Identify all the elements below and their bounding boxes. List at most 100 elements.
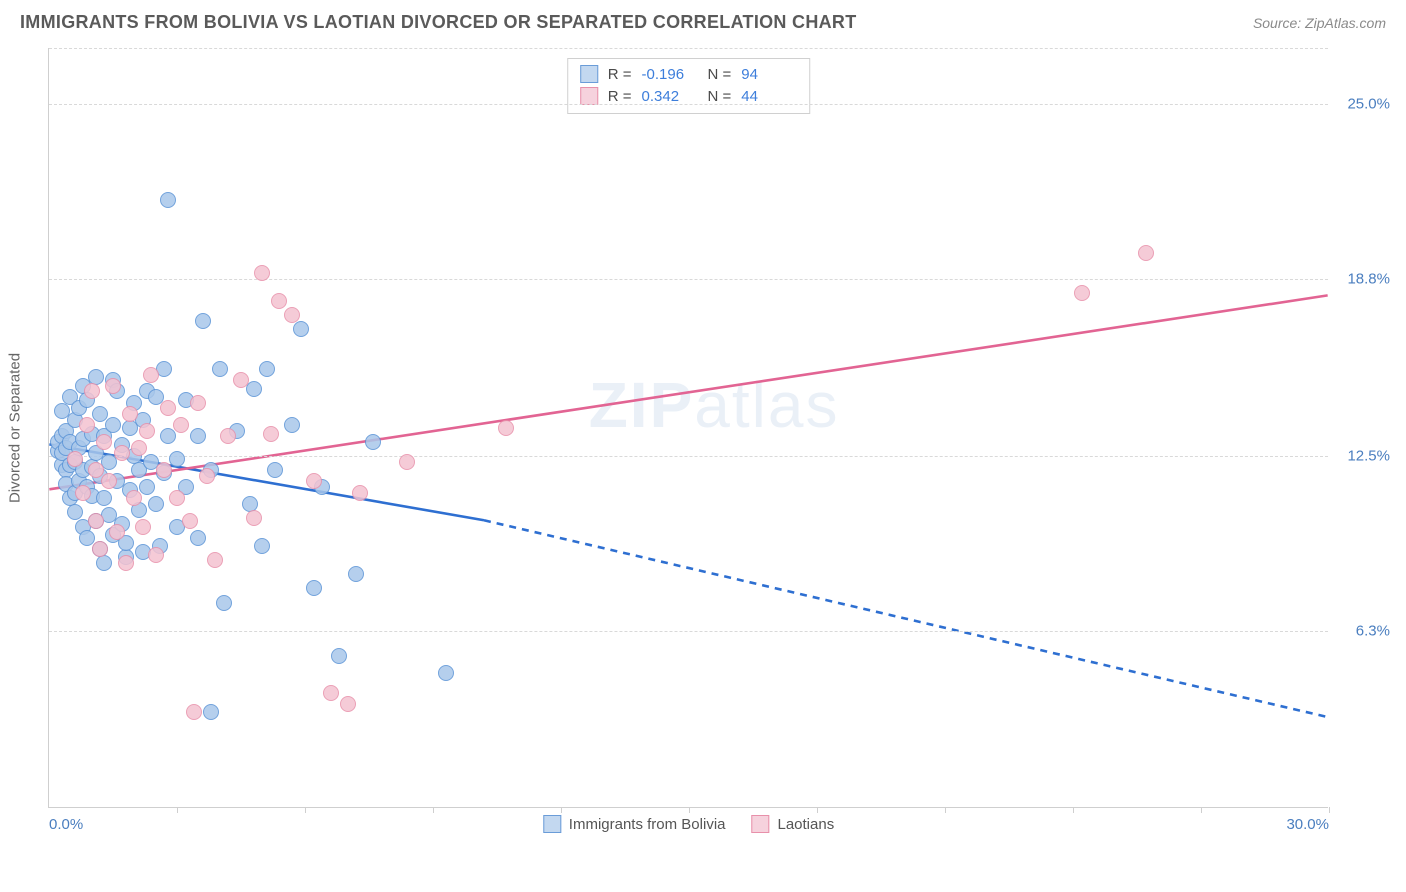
x-tick-label: 0.0%	[49, 816, 83, 833]
scatter-point-laotians	[143, 367, 159, 383]
r-value-laotians: 0.342	[642, 88, 698, 105]
n-label: N =	[708, 88, 732, 105]
trend-line	[484, 520, 1328, 717]
scatter-point-laotians	[122, 406, 138, 422]
scatter-point-laotians	[96, 434, 112, 450]
scatter-point-laotians	[340, 696, 356, 712]
x-tick	[1329, 807, 1330, 813]
scatter-point-bolivia	[96, 555, 112, 571]
swatch-bolivia	[580, 65, 598, 83]
scatter-point-bolivia	[105, 417, 121, 433]
scatter-point-laotians	[233, 372, 249, 388]
swatch-bolivia	[543, 815, 561, 833]
scatter-point-bolivia	[160, 192, 176, 208]
x-tick	[945, 807, 946, 813]
scatter-point-laotians	[118, 555, 134, 571]
scatter-point-bolivia	[438, 665, 454, 681]
scatter-point-bolivia	[160, 428, 176, 444]
scatter-point-bolivia	[348, 566, 364, 582]
legend-item-laotians: Laotians	[751, 815, 834, 833]
plot-area: ZIPatlas R = -0.196 N = 94 R = 0.342 N =…	[48, 48, 1328, 808]
scatter-point-bolivia	[169, 451, 185, 467]
scatter-point-laotians	[284, 307, 300, 323]
gridline	[49, 104, 1328, 105]
scatter-point-bolivia	[190, 428, 206, 444]
chart-header: IMMIGRANTS FROM BOLIVIA VS LAOTIAN DIVOR…	[0, 0, 1406, 41]
x-tick	[1073, 807, 1074, 813]
scatter-point-bolivia	[96, 490, 112, 506]
scatter-point-bolivia	[254, 538, 270, 554]
scatter-point-laotians	[148, 547, 164, 563]
n-value-laotians: 44	[741, 88, 797, 105]
gridline	[49, 279, 1328, 280]
legend-item-bolivia: Immigrants from Bolivia	[543, 815, 726, 833]
legend-label-bolivia: Immigrants from Bolivia	[569, 816, 726, 833]
scatter-point-laotians	[399, 454, 415, 470]
scatter-point-laotians	[323, 685, 339, 701]
x-tick	[305, 807, 306, 813]
legend-label-laotians: Laotians	[777, 816, 834, 833]
scatter-point-laotians	[199, 468, 215, 484]
r-label: R =	[608, 66, 632, 83]
scatter-point-laotians	[182, 513, 198, 529]
scatter-point-laotians	[139, 423, 155, 439]
y-tick-label: 25.0%	[1347, 96, 1390, 113]
scatter-point-laotians	[306, 473, 322, 489]
gridline	[49, 456, 1328, 457]
scatter-point-laotians	[169, 490, 185, 506]
r-label: R =	[608, 88, 632, 105]
scatter-point-bolivia	[267, 462, 283, 478]
scatter-point-bolivia	[284, 417, 300, 433]
scatter-point-bolivia	[331, 648, 347, 664]
n-label: N =	[708, 66, 732, 83]
gridline	[49, 631, 1328, 632]
scatter-point-laotians	[126, 490, 142, 506]
scatter-point-laotians	[105, 378, 121, 394]
y-tick-label: 12.5%	[1347, 448, 1390, 465]
scatter-point-bolivia	[365, 434, 381, 450]
swatch-laotians	[580, 87, 598, 105]
scatter-point-laotians	[160, 400, 176, 416]
scatter-point-bolivia	[203, 704, 219, 720]
series-legend: Immigrants from Bolivia Laotians	[543, 815, 834, 833]
scatter-point-bolivia	[259, 361, 275, 377]
n-value-bolivia: 94	[741, 66, 797, 83]
r-value-bolivia: -0.196	[642, 66, 698, 83]
scatter-point-laotians	[88, 513, 104, 529]
scatter-point-laotians	[207, 552, 223, 568]
scatter-point-laotians	[135, 519, 151, 535]
x-tick	[1201, 807, 1202, 813]
scatter-point-laotians	[156, 462, 172, 478]
scatter-point-bolivia	[190, 530, 206, 546]
scatter-point-bolivia	[148, 496, 164, 512]
x-tick	[561, 807, 562, 813]
scatter-point-laotians	[263, 426, 279, 442]
correlation-legend: R = -0.196 N = 94 R = 0.342 N = 44	[567, 58, 811, 114]
scatter-point-laotians	[67, 451, 83, 467]
correlation-row-bolivia: R = -0.196 N = 94	[580, 63, 798, 85]
scatter-point-laotians	[131, 440, 147, 456]
scatter-point-laotians	[84, 383, 100, 399]
x-tick	[817, 807, 818, 813]
scatter-point-laotians	[114, 445, 130, 461]
x-tick-label: 30.0%	[1286, 816, 1329, 833]
x-tick	[433, 807, 434, 813]
y-tick-label: 6.3%	[1356, 622, 1390, 639]
chart-container: ZIPatlas R = -0.196 N = 94 R = 0.342 N =…	[48, 48, 1388, 840]
swatch-laotians	[751, 815, 769, 833]
scatter-point-laotians	[92, 541, 108, 557]
chart-title: IMMIGRANTS FROM BOLIVIA VS LAOTIAN DIVOR…	[20, 12, 857, 33]
scatter-point-laotians	[190, 395, 206, 411]
y-tick-label: 18.8%	[1347, 270, 1390, 287]
scatter-point-laotians	[254, 265, 270, 281]
scatter-point-bolivia	[306, 580, 322, 596]
y-axis-label: Divorced or Separated	[7, 352, 24, 502]
scatter-point-laotians	[101, 473, 117, 489]
scatter-point-laotians	[186, 704, 202, 720]
scatter-point-laotians	[271, 293, 287, 309]
scatter-point-laotians	[246, 510, 262, 526]
scatter-point-laotians	[75, 485, 91, 501]
gridline	[49, 48, 1328, 49]
source-label: Source: ZipAtlas.com	[1253, 15, 1386, 31]
scatter-point-laotians	[498, 420, 514, 436]
